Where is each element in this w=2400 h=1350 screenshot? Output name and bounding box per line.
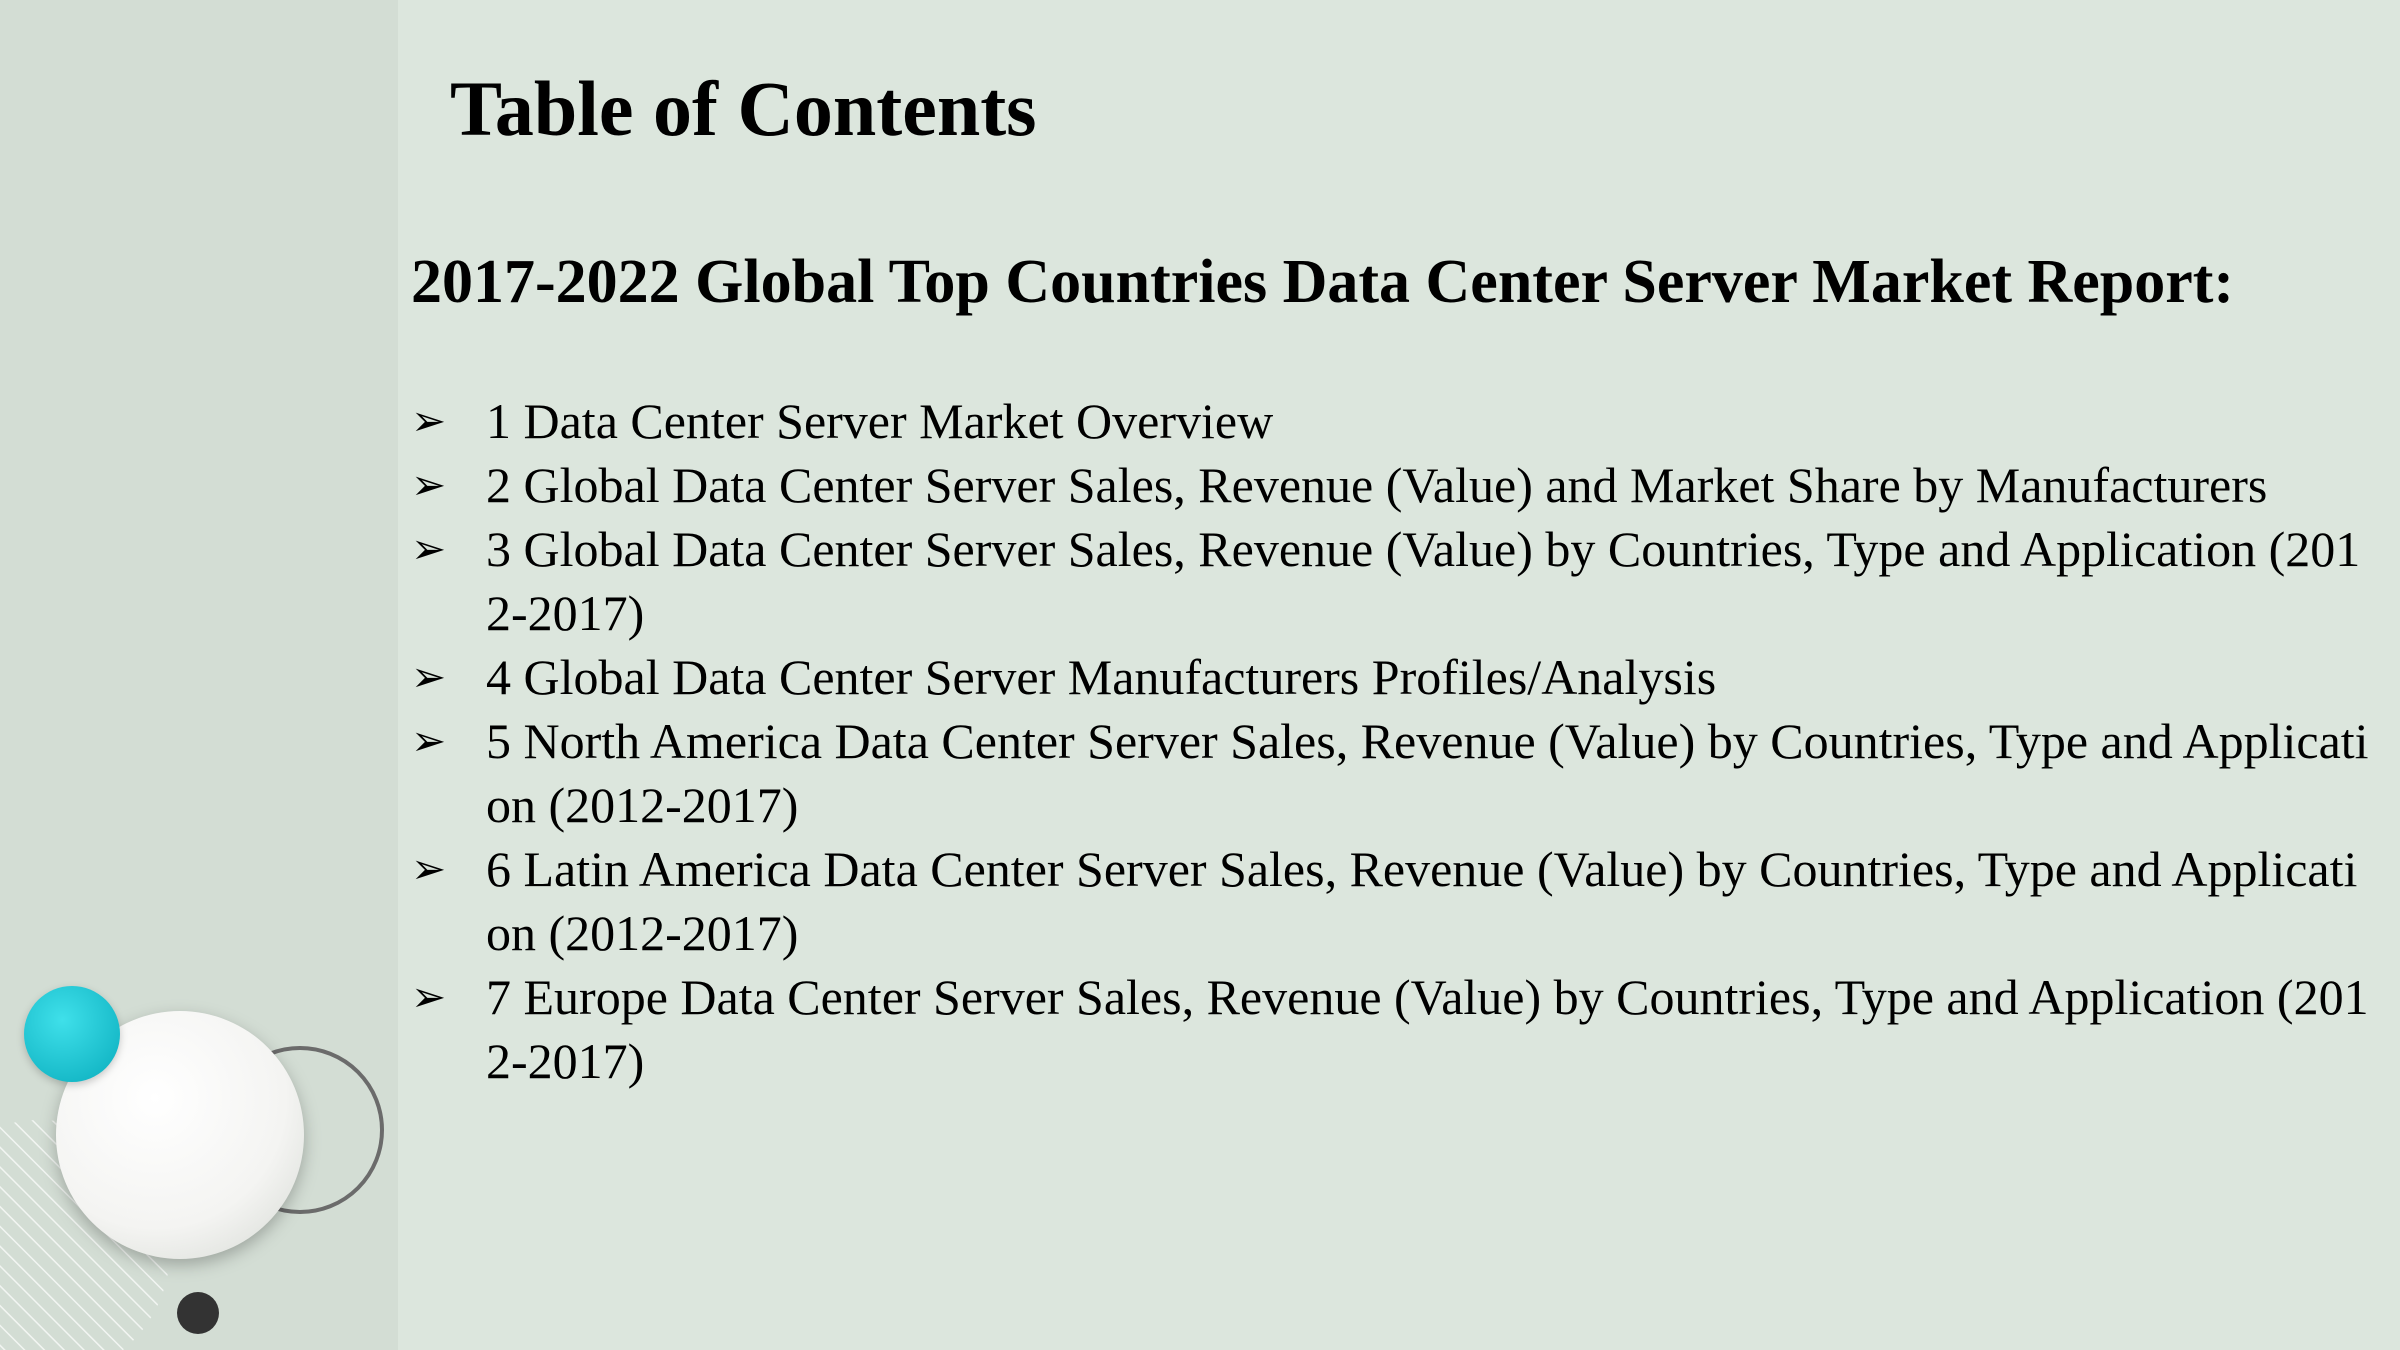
- toc-item-text: 5 North America Data Center Server Sales…: [486, 713, 2369, 833]
- toc-item: ➢ 4 Global Data Center Server Manufactur…: [411, 645, 2371, 709]
- toc-item-text: 3 Global Data Center Server Sales, Reven…: [486, 521, 2361, 641]
- toc-item-text: 4 Global Data Center Server Manufacturer…: [486, 649, 1717, 705]
- arrow-bullet-icon: ➢: [411, 972, 447, 1021]
- toc-item-text: 2 Global Data Center Server Sales, Reven…: [486, 457, 2268, 513]
- toc-item-text: 7 Europe Data Center Server Sales, Reven…: [486, 969, 2369, 1089]
- arrow-bullet-icon: ➢: [411, 524, 447, 573]
- toc-item-text: 6 Latin America Data Center Server Sales…: [486, 841, 2358, 961]
- toc-list: ➢ 1 Data Center Server Market Overview ➢…: [411, 389, 2371, 1093]
- arrow-bullet-icon: ➢: [411, 396, 447, 445]
- decorative-circles: [0, 986, 384, 1350]
- dark-dot-shape: [177, 1292, 219, 1334]
- toc-item: ➢ 5 North America Data Center Server Sal…: [411, 709, 2371, 837]
- toc-item: ➢ 3 Global Data Center Server Sales, Rev…: [411, 517, 2371, 645]
- arrow-bullet-icon: ➢: [411, 844, 447, 893]
- arrow-bullet-icon: ➢: [411, 716, 447, 765]
- toc-item: ➢ 2 Global Data Center Server Sales, Rev…: [411, 453, 2371, 517]
- toc-item: ➢ 1 Data Center Server Market Overview: [411, 389, 2371, 453]
- report-subtitle: 2017-2022 Global Top Countries Data Cent…: [411, 248, 2235, 316]
- arrow-bullet-icon: ➢: [411, 652, 447, 701]
- toc-item: ➢ 7 Europe Data Center Server Sales, Rev…: [411, 965, 2371, 1093]
- teal-circle-shape: [24, 986, 120, 1082]
- page-title: Table of Contents: [450, 65, 1037, 152]
- toc-item-text: 1 Data Center Server Market Overview: [486, 393, 1274, 449]
- arrow-bullet-icon: ➢: [411, 460, 447, 509]
- toc-item: ➢ 6 Latin America Data Center Server Sal…: [411, 837, 2371, 965]
- white-circle-shape: [56, 1011, 304, 1259]
